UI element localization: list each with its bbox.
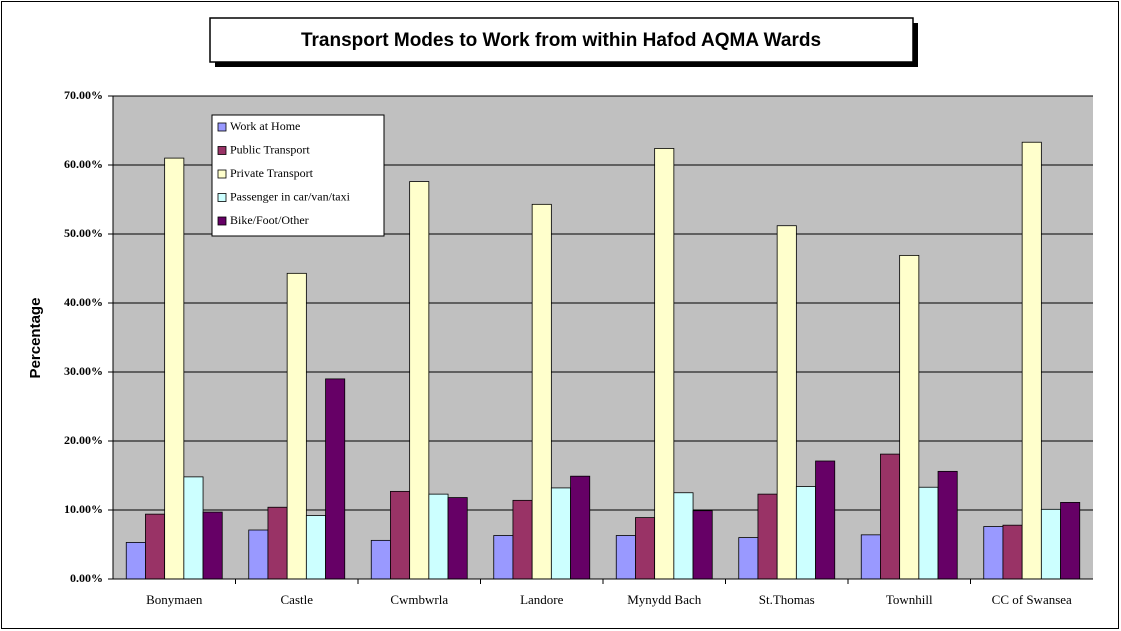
title-box: [209, 17, 914, 63]
bar: [880, 453, 901, 580]
y-tick-label: 40.00%: [64, 295, 103, 309]
y-axis-label: Percentage: [27, 298, 44, 379]
bar: [305, 515, 326, 580]
bar: [776, 225, 797, 580]
bar: [1002, 524, 1023, 580]
bar: [325, 378, 346, 580]
y-tick-label: 20.00%: [64, 433, 103, 447]
bar: [757, 493, 778, 580]
y-tick-label: 10.00%: [64, 502, 103, 516]
x-tick-label: Cwmbwrla: [390, 592, 448, 607]
bar: [899, 254, 920, 580]
bar: [615, 535, 636, 580]
y-tick-label: 0.00%: [70, 571, 103, 585]
bar: [860, 534, 881, 580]
bar: [673, 492, 694, 580]
legend-label: Passenger in car/van/taxi: [230, 189, 351, 203]
x-tick-label: CC of Swansea: [992, 592, 1072, 607]
y-tick-label: 50.00%: [64, 226, 103, 240]
bar: [390, 490, 411, 580]
legend-label: Public Transport: [230, 142, 310, 156]
x-tick-label: Townhill: [886, 592, 933, 607]
bar: [248, 529, 269, 580]
bar: [409, 181, 430, 580]
bar: [918, 486, 939, 580]
legend-label: Bike/Foot/Other: [230, 213, 309, 227]
bar: [1040, 508, 1061, 580]
chart-title: Transport Modes to Work from within Hafo…: [301, 30, 821, 51]
y-tick-label: 30.00%: [64, 364, 103, 378]
bar: [815, 460, 836, 580]
bar: [428, 493, 449, 580]
bar: [1060, 502, 1081, 580]
legend-box: [211, 114, 385, 237]
bar: [937, 470, 958, 580]
bar: [635, 517, 656, 580]
bar: [512, 499, 533, 580]
x-tick-label: Castle: [281, 592, 314, 607]
legend-swatch: [217, 169, 227, 179]
legend-swatch: [217, 122, 227, 132]
x-tick-label: St.Thomas: [759, 592, 815, 607]
bar: [447, 497, 468, 580]
y-tick-label: 70.00%: [64, 88, 103, 102]
legend-label: Private Transport: [230, 166, 314, 180]
bar: [286, 272, 307, 580]
bar: [692, 510, 713, 580]
bar: [370, 539, 391, 580]
bar: [164, 157, 185, 580]
bar: [738, 537, 759, 580]
legend-label: Work at Home: [230, 119, 300, 133]
y-tick-label: 60.00%: [64, 157, 103, 171]
legend-swatch: [217, 146, 227, 155]
bar: [1021, 141, 1042, 580]
bar: [183, 476, 204, 580]
x-tick-label: Bonymaen: [146, 592, 203, 607]
bar: [267, 506, 288, 580]
legend-swatch: [217, 193, 227, 202]
bar: [531, 203, 552, 580]
bar: [493, 535, 514, 580]
bar: [202, 511, 223, 580]
bar: [570, 475, 591, 580]
bar: [654, 148, 675, 580]
x-tick-label: Mynydd Bach: [627, 592, 702, 607]
bar: [145, 513, 166, 580]
bar: [550, 487, 571, 580]
x-tick-label: Landore: [520, 592, 564, 607]
bar: [983, 526, 1004, 580]
legend-swatch: [217, 216, 227, 226]
bar: [125, 542, 146, 580]
bar: [795, 486, 816, 580]
